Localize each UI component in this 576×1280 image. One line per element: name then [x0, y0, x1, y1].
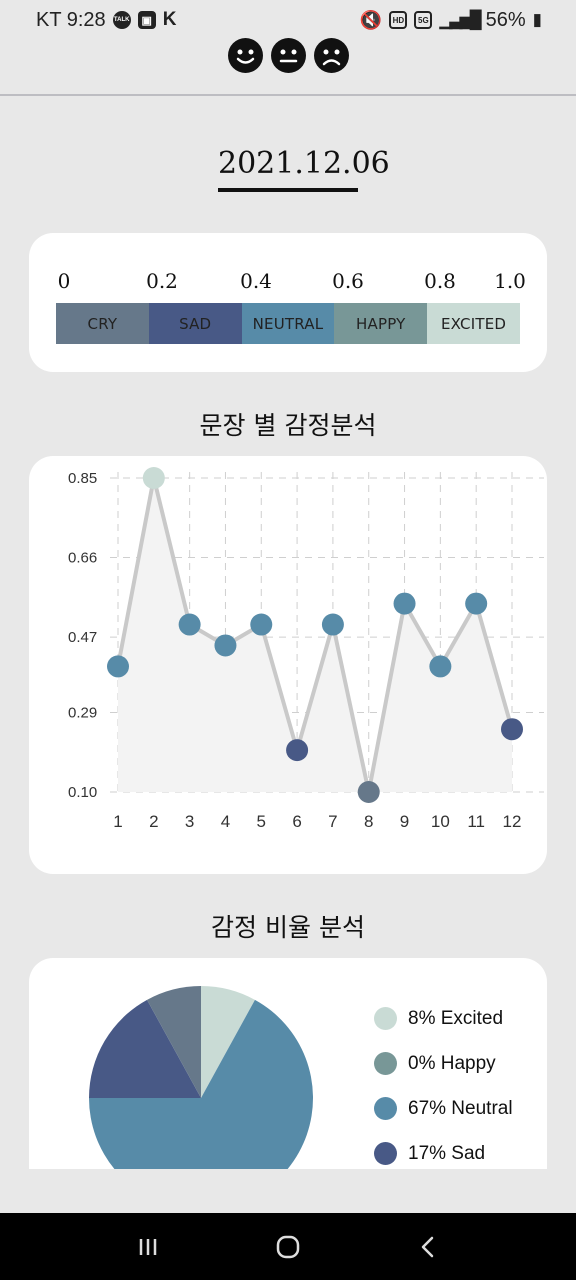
x-tick-label-11: 11 — [467, 812, 485, 831]
emotion-ratio-pie-chart — [89, 986, 313, 1169]
sad-face-button[interactable] — [314, 38, 349, 73]
pie-slice-cry[interactable] — [147, 986, 201, 1098]
scale-segment-label: SAD — [179, 314, 212, 333]
sentence-point-4[interactable] — [214, 634, 237, 657]
legend-dot — [374, 1052, 397, 1075]
battery-icon: ▮ — [532, 10, 542, 29]
back-icon — [421, 1236, 434, 1257]
legend-label: 8% Excited — [408, 1007, 504, 1029]
scale-tick-0.6: 0.6 — [332, 269, 364, 293]
sentence-emotion-line-chart: 0.850.660.470.290.101 2 3 4 5 6 7 8 9 10 11 12 — [68, 467, 544, 831]
emotion-scale-ticks: 0 0.2 0.4 0.6 0.8 1.0 — [56, 269, 526, 295]
x-tick-label-1: 1 — [113, 812, 122, 831]
mute-icon: 🔇 — [359, 9, 383, 30]
x-tick-label-4: 4 — [221, 812, 230, 831]
y-tick-label: 0.47 — [68, 629, 97, 646]
sentence-point-10[interactable] — [429, 655, 452, 678]
sentence-point-11[interactable] — [465, 592, 488, 615]
x-tick-label-3: 3 — [185, 812, 194, 831]
scale-tick-0: 0 — [57, 269, 71, 293]
y-tick-label: 0.66 — [68, 550, 97, 567]
legend-item-happy: 0% Happy — [374, 1041, 547, 1086]
pie-slice-excited[interactable] — [201, 986, 255, 1098]
x-tick-label-2: 2 — [149, 812, 158, 831]
navigation-bar — [0, 1213, 576, 1280]
scale-segment-cry: CRY — [56, 303, 149, 344]
selected-date[interactable]: 2021.12.06 — [218, 144, 390, 192]
scale-segment-neutral: NEUTRAL — [241, 303, 335, 344]
network-icon: 5G — [414, 11, 433, 29]
line-area — [118, 478, 512, 792]
scale-segment-label: HAPPY — [356, 314, 406, 333]
sentence-point-2[interactable] — [142, 467, 165, 489]
neutral-face-button[interactable] — [271, 38, 306, 73]
sentence-point-1[interactable] — [107, 655, 129, 678]
kakaotalk-icon: TALK — [112, 11, 131, 29]
sentence-point-12[interactable] — [501, 718, 523, 741]
signal-icon: ▁▃▅█ — [439, 10, 481, 29]
hd-icon: HD — [389, 11, 408, 29]
emotion-ratio-pie-card: 8% Excited 0% Happy 67% Neutral 17% Sad — [29, 958, 547, 1169]
scale-tick-1.0: 1.0 — [494, 269, 526, 293]
pie-slice-neutral[interactable] — [89, 999, 313, 1169]
messenger-icon: K — [162, 9, 177, 30]
scale-segment-excited: EXCITED — [427, 303, 520, 344]
emotion-line — [116, 476, 514, 794]
scale-segment-label: NEUTRAL — [252, 314, 324, 333]
emotion-scale-card: 0 0.2 0.4 0.6 0.8 1.0 CRY SAD NEUTRAL HA… — [29, 233, 547, 372]
pie-slice-sad[interactable] — [89, 999, 201, 1098]
legend-item-neutral: 67% Neutral — [374, 1086, 547, 1131]
legend-dot — [374, 1007, 397, 1030]
legend-label: 67% Neutral — [408, 1097, 513, 1119]
legend-label: 17% Sad — [408, 1142, 486, 1164]
battery-percent: 56% — [485, 8, 526, 31]
y-tick-label: 0.10 — [68, 784, 97, 801]
ratio-analysis-title: 감정 비율 분석 — [211, 913, 365, 942]
x-tick-label-10: 10 — [431, 812, 450, 831]
recents-icon — [139, 1238, 157, 1255]
scale-segment-label: EXCITED — [441, 314, 507, 333]
sentence-emotion-line-card: 0.85 0.66 0.47 0.29 0.10 1 2 3 4 5 6 7 8 9 10 11 12 — [29, 456, 547, 874]
scale-tick-0.8: 0.8 — [424, 269, 456, 293]
scale-segment-happy: HAPPY — [334, 303, 428, 344]
emotion-scale-bar: CRY SAD NEUTRAL HAPPY EXCITED — [56, 303, 520, 344]
status-right: 🔇 HD 5G ▁▃▅█ 56% ▮ — [360, 9, 542, 32]
x-tick-label-5: 5 — [257, 812, 266, 831]
legend-item-sad: 17% Sad — [374, 1131, 547, 1169]
y-tick-label: 0.85 — [68, 470, 97, 487]
x-tick-label-12: 12 — [503, 812, 522, 831]
sentence-point-7[interactable] — [321, 613, 344, 636]
x-tick-label-8: 8 — [364, 812, 373, 831]
sentence-point-8[interactable] — [357, 781, 380, 803]
carrier-time: KT 9:28 — [36, 8, 106, 31]
legend-item-excited: 8% Excited — [374, 996, 547, 1041]
scale-segment-sad: SAD — [148, 303, 242, 344]
sentence-analysis-title: 문장 별 감정분석 — [199, 411, 377, 440]
scale-segment-label: CRY — [87, 314, 118, 333]
x-tick-label-9: 9 — [400, 812, 409, 831]
emotion-face-buttons — [228, 38, 349, 73]
y-tick-label: 0.29 — [68, 704, 97, 721]
gallery-icon: ▣ — [137, 11, 156, 29]
pie-legend: 8% Excited 0% Happy 67% Neutral 17% Sad — [374, 996, 547, 1169]
scale-tick-0.2: 0.2 — [146, 269, 178, 293]
home-icon — [276, 1235, 300, 1258]
legend-label: 0% Happy — [408, 1052, 496, 1074]
status-bar: KT 9:28 TALK ▣ K 🔇 HD 5G ▁▃▅█ 56% ▮ — [0, 0, 576, 40]
x-tick-label-6: 6 — [292, 812, 301, 831]
smile-face-button[interactable] — [228, 38, 263, 73]
header-divider — [0, 94, 576, 96]
sentence-point-9[interactable] — [393, 592, 416, 615]
legend-dot — [374, 1142, 397, 1165]
x-tick-label-7: 7 — [328, 812, 337, 831]
back-button[interactable] — [398, 1217, 458, 1277]
home-button[interactable] — [258, 1217, 318, 1277]
scale-tick-0.4: 0.4 — [240, 269, 272, 293]
legend-dot — [374, 1097, 397, 1120]
sentence-point-5[interactable] — [250, 613, 273, 636]
status-left: KT 9:28 TALK ▣ K — [36, 9, 176, 32]
recents-button[interactable] — [118, 1217, 178, 1277]
sentence-point-6[interactable] — [286, 739, 309, 762]
sentence-point-3[interactable] — [178, 613, 201, 636]
